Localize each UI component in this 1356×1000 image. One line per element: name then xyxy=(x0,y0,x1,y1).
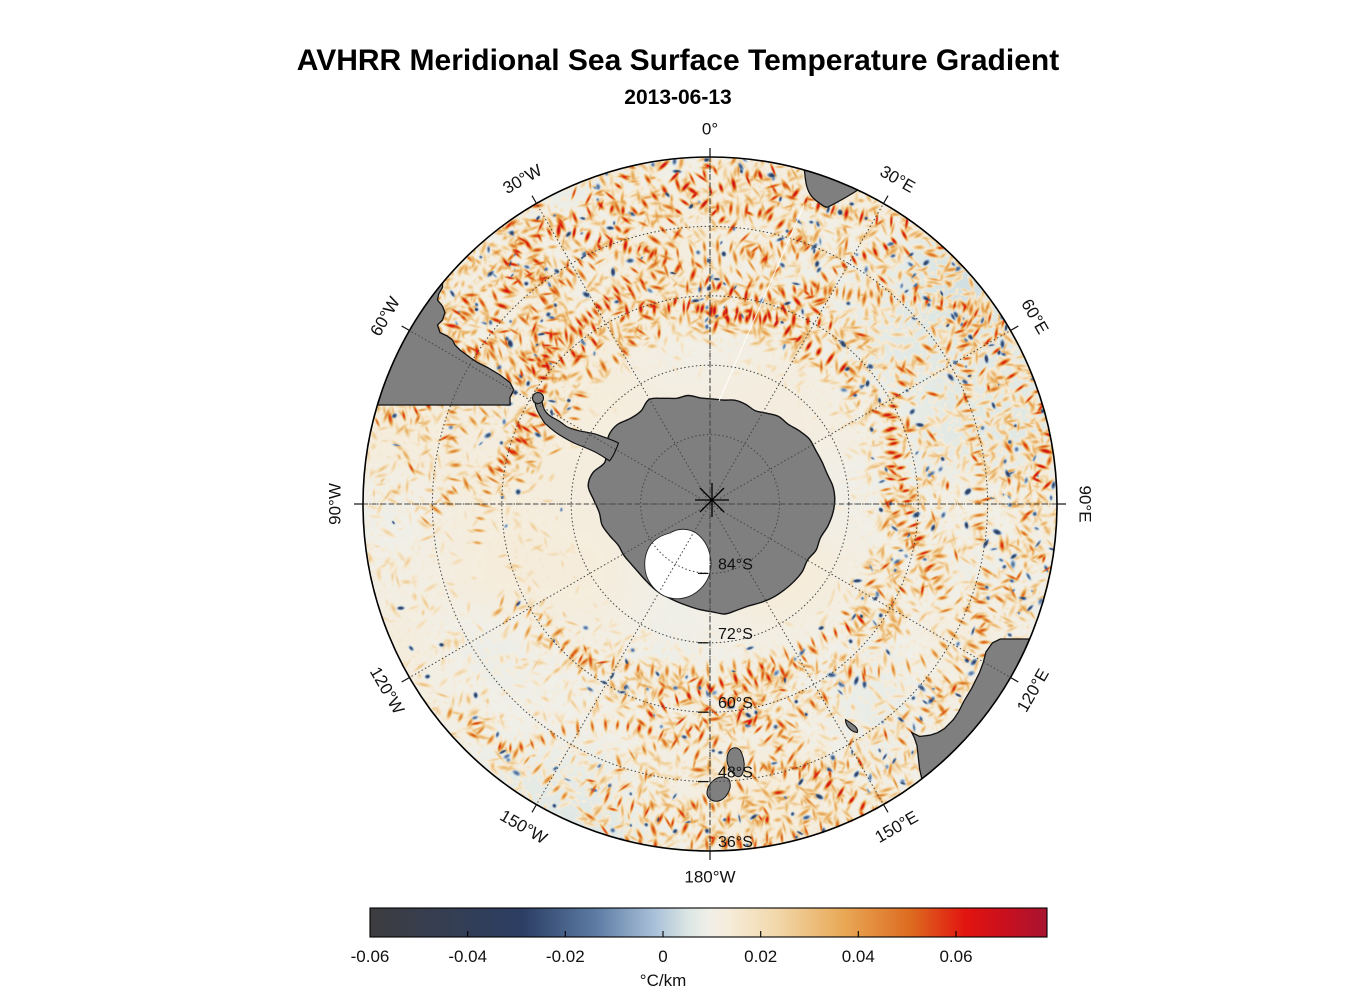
svg-text:0.02: 0.02 xyxy=(744,947,777,966)
svg-text:0°: 0° xyxy=(702,119,718,138)
svg-text:72°S: 72°S xyxy=(718,626,753,643)
svg-text:180°W: 180°W xyxy=(684,867,735,886)
svg-text:0.04: 0.04 xyxy=(842,947,875,966)
svg-text:°C/km: °C/km xyxy=(640,971,686,990)
svg-text:84°S: 84°S xyxy=(718,556,753,573)
svg-text:48°S: 48°S xyxy=(718,765,753,782)
svg-text:0: 0 xyxy=(658,947,667,966)
svg-text:30°E: 30°E xyxy=(877,162,919,197)
svg-text:60°W: 60°W xyxy=(367,294,404,340)
svg-text:150°E: 150°E xyxy=(872,807,922,847)
svg-text:60°S: 60°S xyxy=(718,695,753,712)
svg-text:-0.04: -0.04 xyxy=(448,947,487,966)
svg-text:150°W: 150°W xyxy=(497,806,551,848)
svg-text:-0.02: -0.02 xyxy=(546,947,585,966)
svg-text:-0.06: -0.06 xyxy=(351,947,390,966)
svg-text:60°E: 60°E xyxy=(1017,296,1052,338)
svg-text:90°W: 90°W xyxy=(325,483,344,525)
svg-text:120°E: 120°E xyxy=(1013,666,1053,716)
svg-text:120°W: 120°W xyxy=(366,664,408,718)
svg-text:0.06: 0.06 xyxy=(939,947,972,966)
svg-text:36°S: 36°S xyxy=(718,834,753,851)
svg-text:30°W: 30°W xyxy=(500,161,546,198)
svg-text:90°E: 90°E xyxy=(1076,485,1095,522)
